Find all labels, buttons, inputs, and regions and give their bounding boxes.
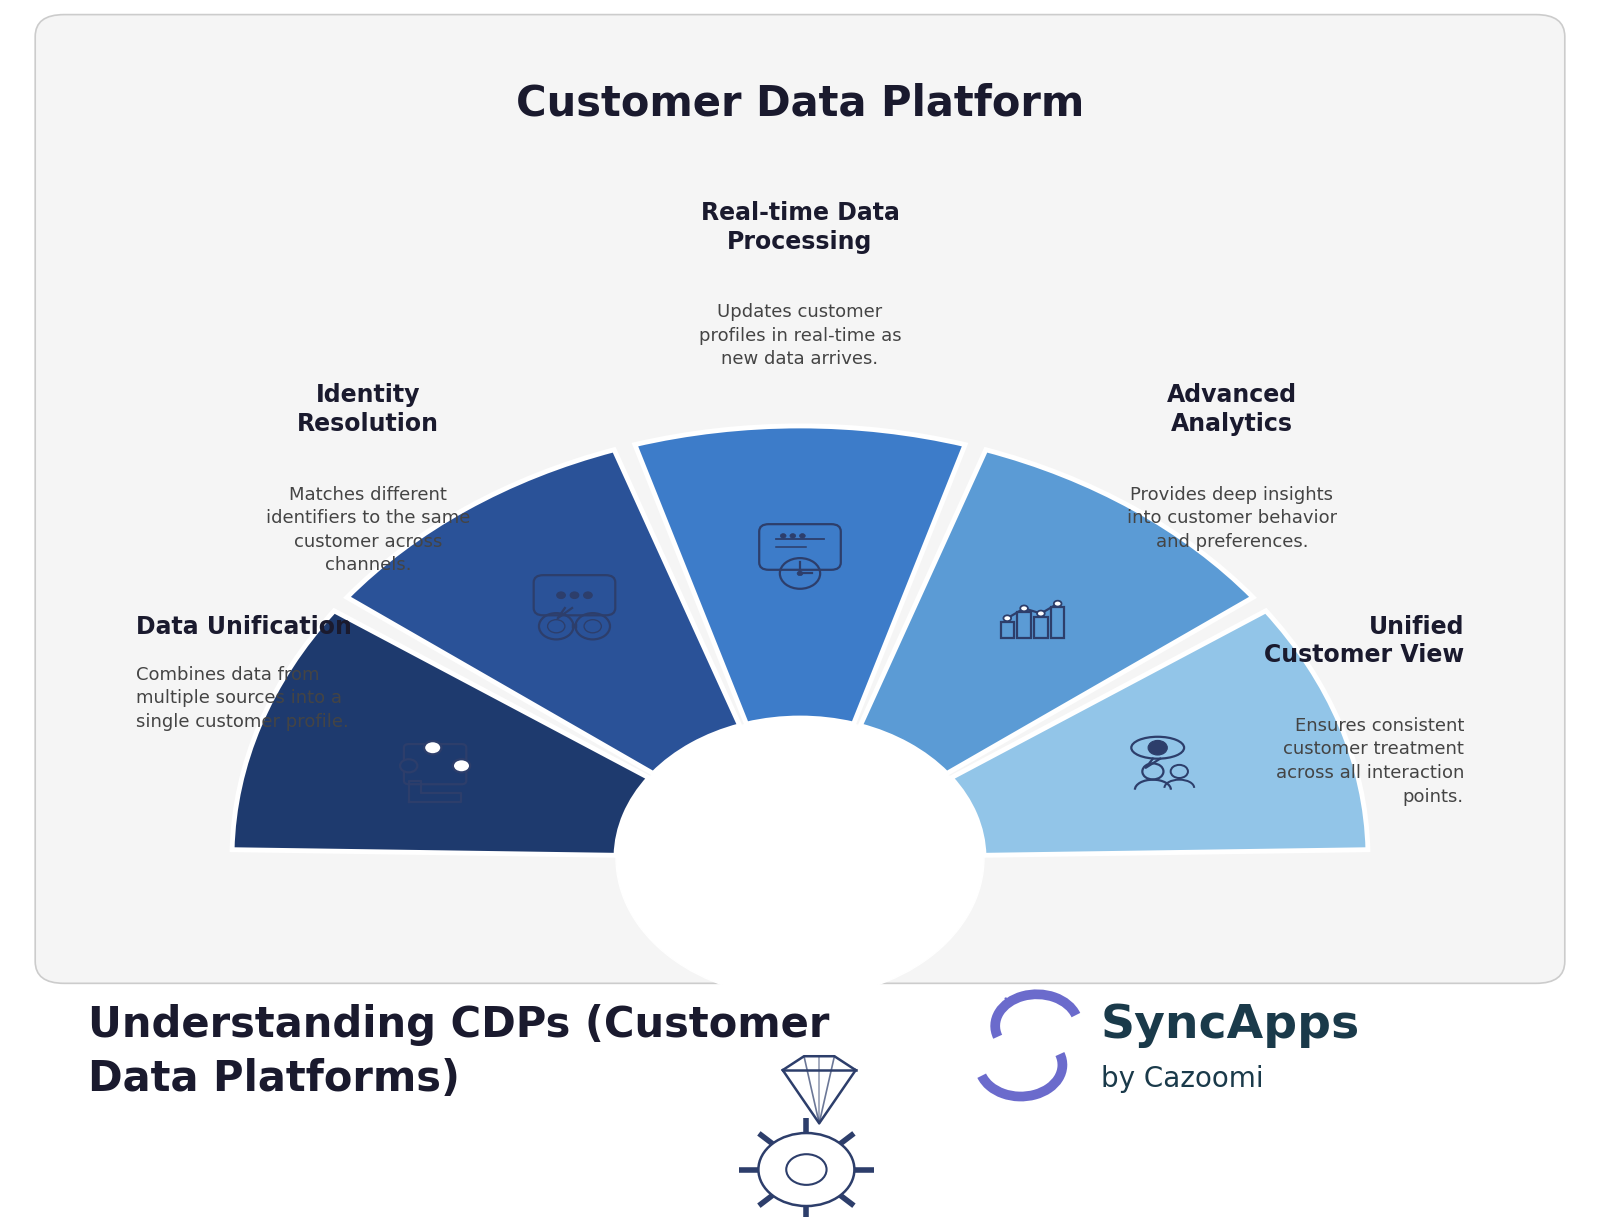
Circle shape — [1021, 605, 1027, 611]
Bar — [1051, 607, 1064, 638]
Text: Updates customer
profiles in real-time as
new data arrives.: Updates customer profiles in real-time a… — [699, 303, 901, 369]
Circle shape — [1149, 740, 1168, 755]
Circle shape — [1037, 611, 1045, 616]
Wedge shape — [950, 611, 1368, 856]
Circle shape — [616, 718, 984, 998]
Bar — [1018, 612, 1030, 638]
Text: Identity
Resolution: Identity Resolution — [298, 383, 438, 436]
Circle shape — [1054, 601, 1061, 606]
Circle shape — [786, 1154, 827, 1185]
Wedge shape — [635, 426, 965, 724]
Circle shape — [557, 591, 565, 599]
FancyBboxPatch shape — [35, 15, 1565, 983]
Text: Ensures consistent
customer treatment
across all interaction
points.: Ensures consistent customer treatment ac… — [1275, 717, 1464, 806]
Wedge shape — [232, 611, 650, 856]
Text: Customer Data Platform: Customer Data Platform — [515, 83, 1085, 124]
Circle shape — [570, 591, 579, 599]
Text: Data Unification: Data Unification — [136, 615, 352, 639]
Circle shape — [800, 534, 805, 538]
Wedge shape — [347, 450, 739, 774]
Text: Combines data from
multiple sources into a
single customer profile.: Combines data from multiple sources into… — [136, 666, 349, 731]
Circle shape — [781, 534, 786, 538]
Bar — [1034, 617, 1048, 638]
Text: SyncApps: SyncApps — [1101, 1004, 1360, 1048]
Circle shape — [453, 759, 470, 773]
Circle shape — [1003, 616, 1011, 621]
Wedge shape — [861, 450, 1253, 774]
Text: Provides deep insights
into customer behavior
and preferences.: Provides deep insights into customer beh… — [1126, 486, 1338, 551]
Circle shape — [400, 759, 418, 773]
Circle shape — [797, 571, 803, 576]
Circle shape — [584, 591, 592, 599]
Circle shape — [424, 741, 442, 755]
Text: Unified
Customer View: Unified Customer View — [1264, 615, 1464, 667]
Text: Understanding CDPs (Customer
Data Platforms): Understanding CDPs (Customer Data Platfo… — [88, 1004, 829, 1100]
Text: Advanced
Analytics: Advanced Analytics — [1166, 383, 1298, 436]
Text: Real-time Data
Processing: Real-time Data Processing — [701, 201, 899, 253]
Bar — [1000, 622, 1014, 638]
Text: by Cazoomi: by Cazoomi — [1101, 1065, 1264, 1094]
Circle shape — [790, 534, 795, 538]
Text: Matches different
identifiers to the same
customer across
channels.: Matches different identifiers to the sam… — [266, 486, 470, 574]
